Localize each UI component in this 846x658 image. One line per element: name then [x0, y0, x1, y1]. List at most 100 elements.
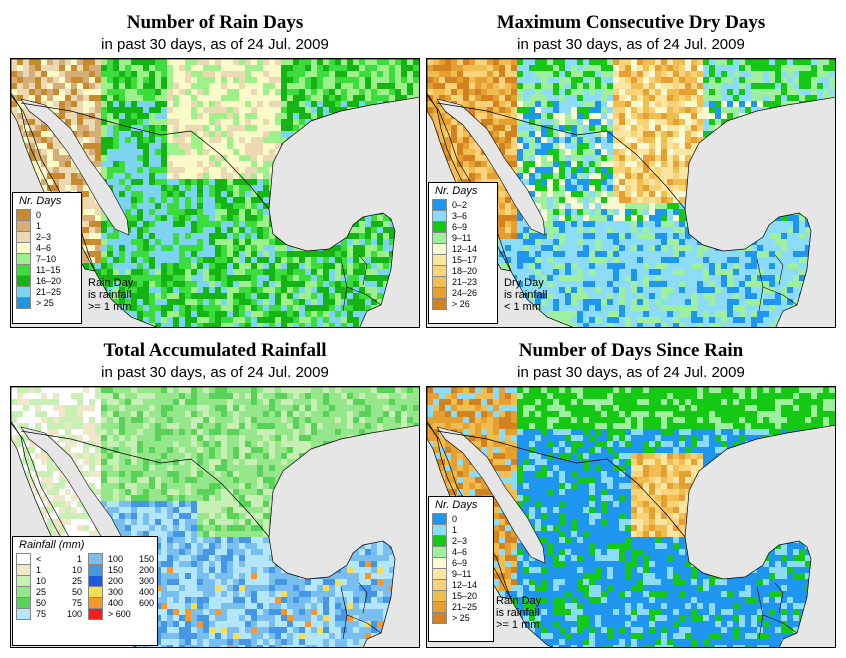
- legend-range-low: 200: [108, 575, 124, 586]
- legend-swatch: [16, 563, 31, 576]
- legend-range-high: 100: [66, 608, 82, 619]
- legend-item: 25 50: [16, 585, 85, 598]
- legend-item: 4–6: [16, 241, 81, 254]
- note-line: < 1 mm: [504, 301, 541, 313]
- legend-label: 21–25: [452, 601, 478, 612]
- legend-item: 7–10: [16, 252, 81, 265]
- legend-item: 6–9: [432, 556, 493, 569]
- legend-label: 1: [36, 220, 42, 231]
- legend-item: 18–20: [432, 264, 497, 277]
- legend-range-low: 25: [36, 586, 47, 597]
- legend-title: Nr. Days: [435, 185, 478, 197]
- legend-swatch: [88, 607, 103, 620]
- legend-label: 9–11: [452, 568, 472, 579]
- us-mexico-border: [20, 430, 270, 538]
- legend-item: 1: [16, 219, 81, 232]
- coastline: [11, 387, 419, 647]
- legend-swatch: [432, 534, 447, 547]
- legend-item: > 25: [432, 611, 493, 624]
- legend-item: 6–9: [432, 220, 497, 233]
- legend-item: 9–11: [432, 231, 497, 244]
- legend-range-high: 300: [138, 575, 154, 586]
- us-mexico-border: [436, 102, 686, 210]
- legend-range-low: 50: [36, 597, 47, 608]
- baja-coastline: [11, 94, 96, 272]
- legend-range-high: 200: [138, 564, 154, 575]
- legend-item: 0: [432, 512, 493, 525]
- note-line: Rain Day: [496, 595, 542, 607]
- legend-range-low: 10: [36, 575, 47, 586]
- legend-swatch: [432, 600, 447, 613]
- gulf-of-california: [20, 98, 130, 236]
- central-america-borders: [756, 254, 798, 312]
- legend-item: 300 400: [88, 585, 157, 598]
- legend-item: 15–20: [432, 589, 493, 602]
- legend-total-rainfall: Rainfall (mm) <1 100 150 1 10 150 200 10 25 200 30…: [12, 536, 158, 646]
- legend-item: 21–25: [16, 285, 81, 298]
- legend-range-low: 100: [108, 553, 124, 564]
- legend-label: 2–3: [452, 535, 468, 546]
- legend-label: > 25: [452, 612, 470, 623]
- legend-swatch: [432, 209, 447, 222]
- legend-item: 2–3: [432, 534, 493, 547]
- legend-label: > 26: [452, 298, 470, 309]
- legend-range-high: 150: [138, 553, 154, 564]
- legend-label: 6–9: [452, 221, 468, 232]
- legend-swatch: [432, 567, 447, 580]
- legend-swatch: [88, 552, 103, 565]
- legend-item: 9–11: [432, 567, 493, 580]
- legend-range-high: 50: [71, 586, 82, 597]
- legend-item: 0: [16, 208, 81, 221]
- legend-swatch: [88, 574, 103, 587]
- legend-title: Nr. Days: [435, 499, 478, 511]
- legend-range-low: <: [36, 553, 42, 564]
- legend-range-high: 10: [71, 564, 82, 575]
- legend-item: 3–6: [432, 209, 497, 222]
- legend-item: 10 25: [16, 574, 85, 587]
- baja-coastline: [427, 422, 512, 600]
- panel-days-since-rain: Number of Days Since Rain in past 30 day…: [426, 340, 836, 650]
- central-america-borders: [756, 582, 798, 640]
- us-mexico-border: [20, 102, 270, 210]
- legend-item: 400 600: [88, 596, 157, 609]
- legend-label: 3–6: [452, 210, 468, 221]
- legend-item: > 26: [432, 297, 497, 310]
- legend-item: 1: [432, 523, 493, 536]
- legend-range-low: 300: [108, 586, 124, 597]
- legend-swatch: [16, 596, 31, 609]
- legend-item: 0–2: [432, 198, 497, 211]
- legend-swatch: [432, 589, 447, 602]
- legend-item: 150 200: [88, 563, 157, 576]
- legend-title: Rainfall (mm): [19, 539, 85, 551]
- panel-title: Total Accumulated Rainfall: [103, 340, 327, 361]
- legend-swatch: [16, 585, 31, 598]
- panel-subtitle: in past 30 days, as of 24 Jul. 2009: [517, 364, 745, 381]
- legend-item: 21–23: [432, 275, 497, 288]
- legend-item: 11–15: [16, 263, 81, 276]
- legend-item: 75 100: [16, 607, 85, 620]
- legend-swatch: [432, 286, 447, 299]
- legend-swatch: [16, 219, 31, 232]
- legend-swatch: [432, 523, 447, 536]
- legend-label: 11–15: [36, 264, 61, 275]
- legend-swatch: [432, 512, 447, 525]
- legend-swatch: [16, 296, 31, 309]
- legend-title: Nr. Days: [19, 195, 62, 207]
- legend-rain-days: Nr. Days 0 1 2–3 4–6 7–10 11–15 16–20 21–25 > 25: [12, 192, 82, 324]
- legend-item: 24–26: [432, 286, 497, 299]
- legend-swatch: [432, 220, 447, 233]
- legend-label: 12–14: [452, 579, 478, 590]
- legend-range-high: 75: [71, 597, 82, 608]
- central-america-borders: [340, 582, 382, 640]
- legend-item: 50 75: [16, 596, 85, 609]
- legend-item: 21–25: [432, 600, 493, 613]
- legend-dry-days: Nr. Days 0–2 3–6 6–9 9–11 12–14 15–17 18–20 21–…: [428, 182, 498, 324]
- legend-label: 1: [452, 524, 458, 535]
- legend-days-since-rain: Nr. Days 0 1 2–3 4–6 6–9 9–11 12–14 15–20 21–25 >…: [428, 496, 494, 642]
- legend-label: > 25: [36, 297, 54, 308]
- legend-swatch: [16, 252, 31, 265]
- note-line: >= 1 mm: [88, 301, 132, 313]
- legend-label: 15–20: [452, 590, 478, 601]
- legend-item: 1 10: [16, 563, 85, 576]
- legend-item: 16–20: [16, 274, 81, 287]
